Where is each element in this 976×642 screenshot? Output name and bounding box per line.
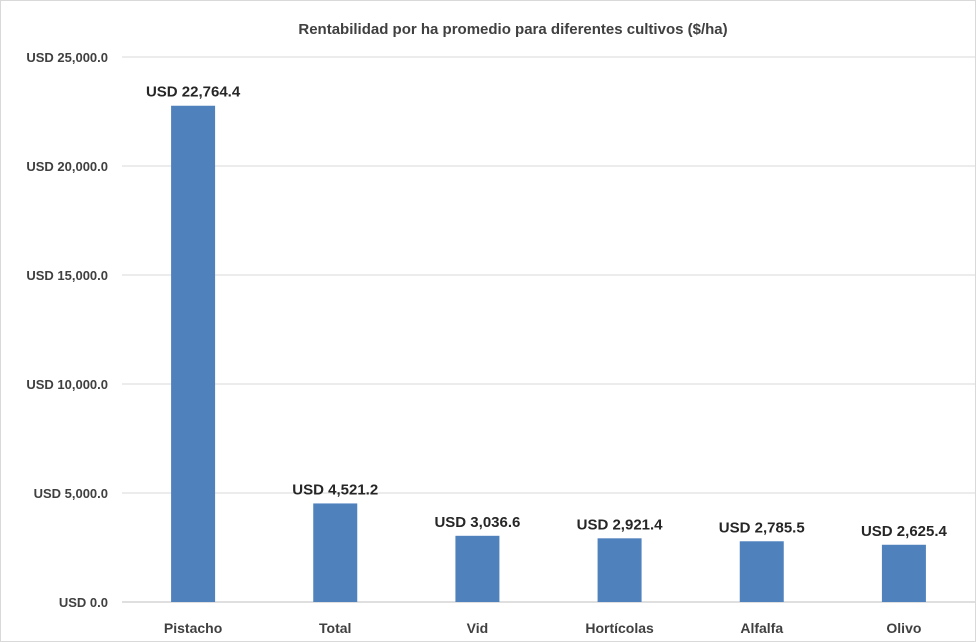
data-label: USD 2,921.4 — [577, 516, 664, 533]
x-category-label: Hortícolas — [585, 620, 654, 636]
y-axis-tick-labels: USD 0.0 USD 5,000.0 USD 10,000.0 USD 15,000… — [26, 50, 108, 610]
y-tick-label: USD 15,000.0 — [26, 268, 108, 283]
x-category-label: Pistacho — [164, 620, 222, 636]
x-axis-category-labels: Pistacho Total Vid Hortícolas Alfalfa Olivo — [164, 620, 922, 636]
data-label: USD 2,625.4 — [861, 523, 948, 540]
data-label: USD 22,764.4 — [146, 84, 241, 101]
x-category-label: Olivo — [886, 620, 921, 636]
bar — [171, 105, 216, 602]
bar — [313, 503, 358, 602]
y-tick-label: USD 5,000.0 — [34, 486, 108, 501]
y-tick-label: USD 0.0 — [59, 595, 108, 610]
gridlines — [122, 56, 975, 603]
bar — [739, 541, 784, 602]
data-labels: USD 22,764.4 USD 4,521.2 USD 3,036.6 USD 2,… — [146, 84, 948, 540]
data-label: USD 4,521.2 — [292, 481, 378, 498]
bar — [455, 535, 500, 602]
chart-title: Rentabilidad por ha promedio para difere… — [298, 21, 727, 38]
data-label: USD 2,785.5 — [719, 519, 805, 536]
y-tick-label: USD 10,000.0 — [26, 377, 108, 392]
x-category-label: Total — [319, 620, 351, 636]
x-category-label: Alfalfa — [740, 620, 783, 636]
bar — [597, 538, 642, 602]
bar — [881, 544, 926, 602]
y-tick-label: USD 25,000.0 — [26, 50, 108, 65]
bars — [171, 105, 926, 602]
data-label: USD 3,036.6 — [434, 514, 520, 531]
x-category-label: Vid — [467, 620, 489, 636]
y-tick-label: USD 20,000.0 — [26, 159, 108, 174]
